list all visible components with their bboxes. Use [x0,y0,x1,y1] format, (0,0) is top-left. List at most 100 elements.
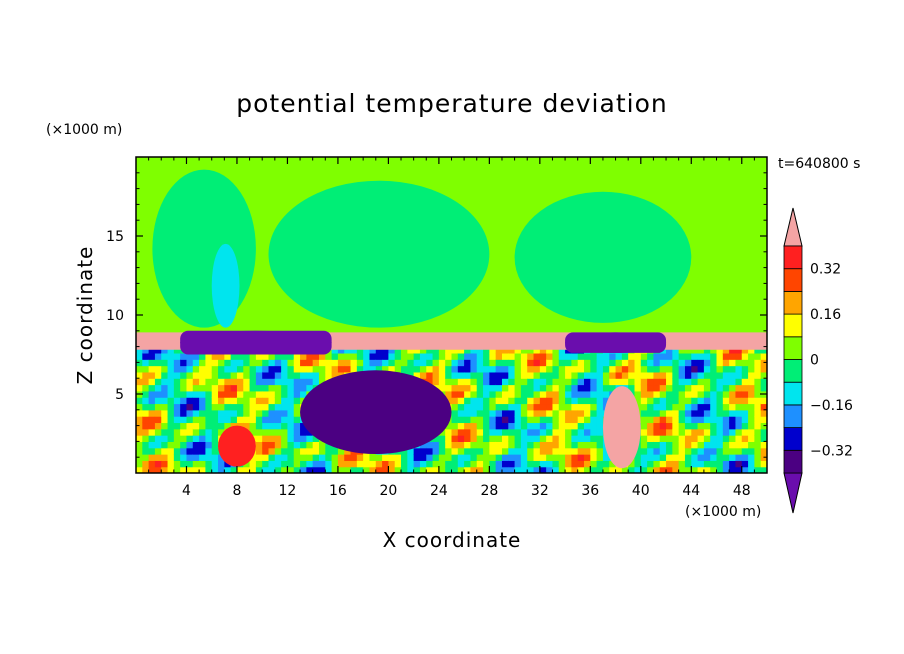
field-cell [754,365,762,373]
field-cell [211,422,219,430]
field-cell [678,403,686,411]
field-cell [255,365,263,373]
field-cell [722,397,730,405]
field-cell [552,371,560,379]
field-cell [167,466,175,473]
field-cell [533,359,541,367]
field-cell [287,428,295,436]
field-cell [584,352,591,360]
field-cell [640,359,648,367]
field-cell [148,359,156,367]
field-cell [697,435,705,442]
field-cell [621,359,629,367]
field-cell [546,352,554,360]
field-cell [602,384,610,392]
field-cell [199,378,207,386]
field-cell [211,352,219,360]
field-cell [281,365,289,373]
field-cell [666,359,673,367]
field-cell [590,422,598,430]
field-cell [748,441,755,449]
field-cell [161,365,169,373]
field-cell [539,416,547,424]
field-cell [609,466,617,473]
field-cell [672,409,680,417]
field-cell [476,428,484,436]
field-cell [199,390,207,398]
field-cell [552,409,560,417]
field-cell [729,441,737,449]
field-cell [255,403,263,411]
field-cell [483,359,490,367]
field-cell [318,359,326,367]
field-cell [142,466,150,473]
field-cell [470,441,478,449]
field-cell [464,378,472,386]
field-cell [438,352,446,360]
field-cell [691,428,699,436]
field-cell [249,365,257,373]
field-cell [224,359,232,367]
x-tick-label: 48 [733,483,751,499]
field-cell [634,378,642,386]
field-cell [533,466,541,473]
field-cell [445,352,453,360]
field-cell [236,359,244,367]
field-cell [230,403,238,411]
field-cell [293,435,301,442]
field-cell [224,397,232,405]
field-cell [312,441,320,449]
field-cell [678,460,686,468]
field-cell [546,460,554,468]
field-cell [640,435,648,442]
field-cell [161,454,169,461]
field-cell [678,365,686,373]
field-cell [501,403,509,411]
field-cell [722,428,730,436]
field-cell [173,390,181,398]
field-cell [508,352,516,360]
field-cell [710,447,718,455]
field-cell [192,466,200,473]
field-cell [211,378,219,386]
field-cell [527,466,535,473]
field-cell [154,422,162,430]
colorbar-bin [783,404,803,428]
field-cell [293,390,301,398]
field-cell [647,441,655,449]
field-cell [533,422,541,430]
field-cell [514,397,522,405]
field-cell [445,397,453,405]
field-cell [281,378,289,386]
field-cell [432,365,440,373]
field-cell [703,346,711,354]
field-cell [148,365,156,373]
field-cell [268,403,276,411]
field-cell [243,352,251,360]
field-cell [142,416,150,424]
field-cell [672,397,680,405]
field-cell [432,378,440,386]
field-cell [281,435,289,442]
field-cell [571,390,579,398]
field-cell [527,416,535,424]
field-cell [514,359,522,367]
field-cell [312,447,320,455]
field-cell [565,365,572,373]
field-cell [476,422,484,430]
field-cell [142,454,150,461]
field-cell [684,371,692,379]
field-cell [754,428,762,436]
field-cell [413,352,421,360]
field-cell [293,365,301,373]
field-cell [249,409,257,417]
field-cell [546,422,554,430]
field-cell [306,378,314,386]
field-cell [350,359,358,367]
field-cell [148,371,156,379]
field-cell [142,397,150,405]
field-cell [464,454,472,461]
field-cell [483,416,490,424]
field-cell [565,378,572,386]
field-cell [741,435,749,442]
